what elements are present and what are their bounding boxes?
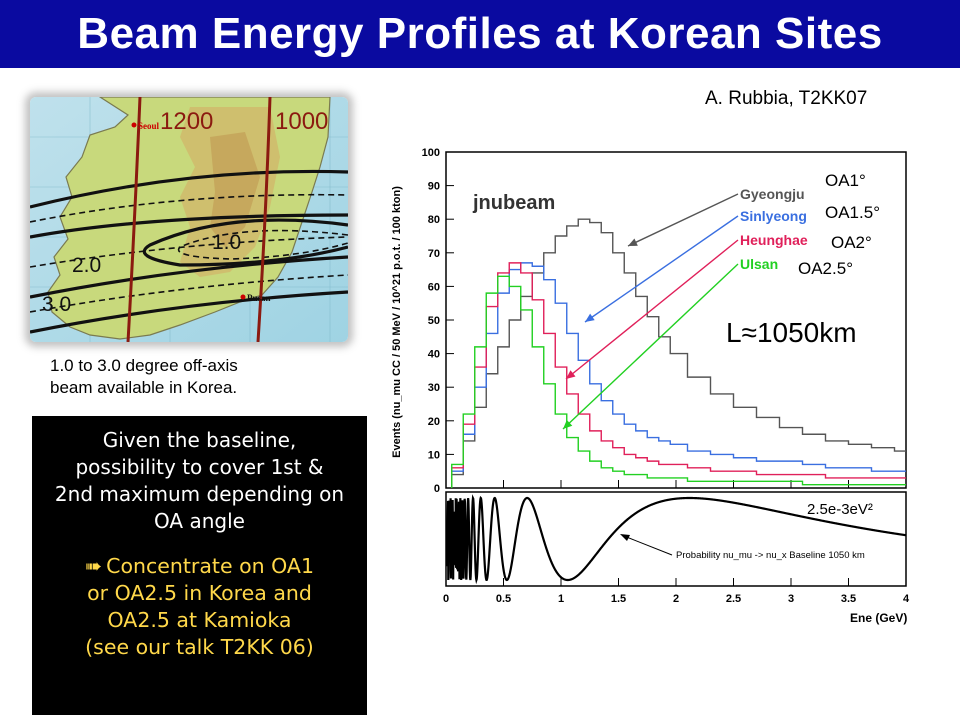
- y-tick-label: 10: [428, 449, 440, 461]
- conclusion-line-first: ➠ Concentrate on OA1: [32, 553, 367, 580]
- top-plot-frame: [445, 151, 907, 489]
- y-tick-label: 20: [428, 416, 440, 428]
- conclusion-paragraph: ➠ Concentrate on OA1 or OA2.5 in Korea an…: [32, 553, 367, 661]
- y-tick-label: 60: [428, 281, 440, 293]
- arrow-bullet-icon: ➠: [84, 554, 103, 578]
- credit-text: A. Rubbia, T2KK07: [705, 88, 868, 109]
- oscillation-curve: [446, 494, 907, 585]
- oa-contours-solid: [30, 169, 348, 334]
- y-axis-ticks: 0 10 20 30 40 50 60 70 80 90 100: [422, 147, 454, 495]
- legend-arrow-head: [585, 313, 595, 322]
- seoul-marker: [131, 122, 137, 128]
- x-tick-label: 2: [673, 593, 679, 605]
- map-label-oa2: 2.0: [72, 254, 101, 277]
- map-label-seoul: Seoul: [138, 121, 160, 131]
- x-tick-label: 1: [558, 593, 564, 605]
- baseline-annotation: L≈1050km: [726, 317, 857, 348]
- x-tick-label: 4: [903, 593, 910, 605]
- legend-arrow-line: [562, 263, 739, 430]
- x-tick-label: 0: [443, 593, 449, 605]
- legend-oa-heunghae: OA2°: [831, 233, 872, 252]
- map-caption-line2: beam available in Korea.: [50, 378, 238, 397]
- summary-line: possibility to cover 1st &: [75, 455, 324, 479]
- legend-arrow-head: [628, 238, 638, 246]
- series-gyeongju: [451, 218, 906, 488]
- y-tick-label: 30: [428, 382, 440, 394]
- conclusion-line: (see our talk T2KK 06): [85, 635, 314, 659]
- baseline-lines: [126, 97, 272, 342]
- chart-panel: 0 10 20 30 40 50 60 70 80 90 100 0 0.5 1 1.5 2 2.5 3 3.5 4…: [380, 122, 940, 720]
- title-bar: Beam Energy Profiles at Korean Sites: [0, 0, 960, 68]
- summary-box: Given the baseline, possibility to cover…: [32, 416, 367, 715]
- legend-arrow-line: [584, 215, 739, 323]
- x-axis-label: Ene (GeV): [850, 611, 907, 625]
- summary-line: 2nd maximum depending on: [54, 482, 345, 506]
- legend-site-gyeongju: Gyeongju: [740, 186, 805, 202]
- conclusion-line: or OA2.5 in Korea and: [87, 581, 312, 605]
- summary-line: OA angle: [154, 509, 245, 533]
- map-label-oa1: 1.0: [212, 231, 241, 254]
- pusan-marker: [240, 294, 246, 300]
- legend-oa-gyeongju: OA1°: [825, 171, 866, 190]
- x-tick-label: 3: [788, 593, 794, 605]
- legend-oa-ulsan: OA2.5°: [798, 259, 853, 278]
- map-label-1200: 1200: [160, 108, 213, 135]
- series-legend: Gyeongju OA1° Sinlyeong OA1.5° Heunghae OA2° U…: [562, 171, 880, 430]
- oscillation-group: [446, 494, 907, 585]
- summary-line: Given the baseline,: [102, 428, 297, 452]
- energy-spectrum-chart: 0 10 20 30 40 50 60 70 80 90 100 0 0.5 1 1.5 2 2.5 3 3.5 4…: [391, 147, 910, 625]
- y-tick-label: 80: [428, 214, 440, 226]
- korea-map: 1200 1000 1.0 2.0 3.0 Seoul Pusan: [30, 97, 348, 342]
- y-tick-label: 100: [422, 147, 440, 159]
- y-tick-label: 90: [428, 181, 440, 193]
- series-sinlyeong: [451, 262, 906, 488]
- chart-title: jnubeam: [472, 192, 555, 214]
- series-ulsan: [451, 275, 906, 488]
- x-tick-label: 0.5: [496, 593, 511, 605]
- probability-arrow-line: [623, 535, 673, 556]
- legend-arrow-head: [566, 370, 576, 379]
- probability-arrow-head: [620, 534, 630, 541]
- probability-legend: Probability nu_mu -> nu_x Baseline 1050 …: [676, 550, 865, 561]
- legend-arrow-line: [565, 239, 739, 380]
- y-tick-label: 50: [428, 315, 440, 327]
- y-axis-label: Events (nu_mu CC / 50 MeV / 10^21 p.o.t.…: [391, 186, 403, 458]
- y-tick-label: 70: [428, 248, 440, 260]
- conclusion-line: Concentrate on OA1: [106, 554, 314, 578]
- x-tick-label: 2.5: [726, 593, 741, 605]
- series-group: [451, 218, 906, 488]
- legend-oa-sinlyeong: OA1.5°: [825, 203, 880, 222]
- legend-arrow-line: [627, 193, 739, 247]
- legend-site-ulsan: Ulsan: [740, 256, 778, 272]
- y-tick-label: 40: [428, 349, 440, 361]
- oa-contours-dashed: [30, 193, 348, 313]
- map-caption: 1.0 to 3.0 degree off-axis beam availabl…: [50, 355, 238, 399]
- map-label-pusan: Pusan: [247, 293, 271, 303]
- legend-site-heunghae: Heunghae: [740, 232, 808, 248]
- summary-paragraph: Given the baseline, possibility to cover…: [32, 427, 367, 535]
- map-label-1000: 1000: [275, 108, 328, 135]
- korea-map-svg: 1200 1000 1.0 2.0 3.0 Seoul Pusan: [30, 97, 348, 342]
- dm2-annotation: 2.5e-3eV²: [807, 501, 873, 518]
- conclusion-line: OA2.5 at Kamioka: [107, 608, 292, 632]
- legend-arrow-head: [563, 419, 573, 429]
- map-caption-line1: 1.0 to 3.0 degree off-axis: [50, 356, 238, 375]
- legend-site-sinlyeong: Sinlyeong: [740, 208, 807, 224]
- x-tick-label: 1.5: [611, 593, 626, 605]
- map-label-oa3: 3.0: [42, 293, 71, 316]
- slide-title: Beam Energy Profiles at Korean Sites: [77, 9, 883, 58]
- x-tick-label: 3.5: [841, 593, 856, 605]
- y-tick-label: 0: [434, 483, 440, 495]
